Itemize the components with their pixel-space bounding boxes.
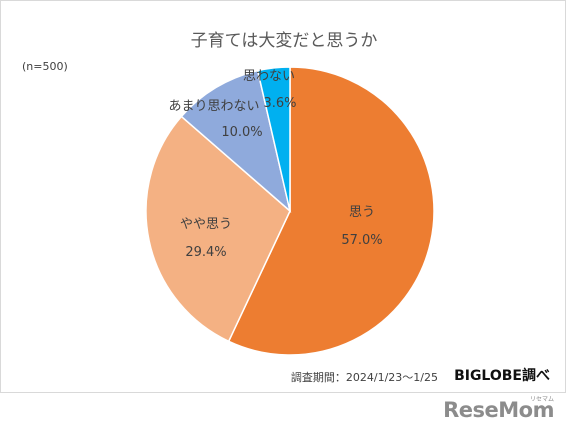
sample-size-note: (n=500): [22, 60, 68, 73]
slice-value-label: 10.0%: [221, 125, 262, 140]
watermark-subtext: リセマム: [529, 396, 554, 403]
slice-value-label: 29.4%: [185, 245, 226, 260]
slice-name-label: やや思う: [180, 217, 232, 232]
chart-title: 子育ては大変だと思うか: [190, 31, 378, 51]
slice-name-label: 思う: [349, 205, 375, 220]
source-brand: BIGLOBE調べ: [454, 368, 550, 384]
pie-chart: 思う 57.0% やや思う 29.4% あまり思わない 10.0% 思わない 3.6%: [145, 66, 435, 356]
pie-slice-3: [256, 66, 291, 212]
pie-slice-1: [145, 115, 291, 343]
slice-name-label: 思わない: [243, 69, 295, 84]
survey-period-note: 調査期間：2024/1/23〜1/25: [290, 371, 438, 384]
slice-value-label: 3.6%: [263, 96, 296, 111]
watermark-logo: ReseMom: [443, 398, 554, 422]
pie-slice-0: [227, 66, 435, 356]
pie-slice-2: [180, 69, 292, 214]
slice-name-label: あまり思わない: [168, 99, 259, 114]
slice-value-label: 57.0%: [341, 233, 382, 248]
